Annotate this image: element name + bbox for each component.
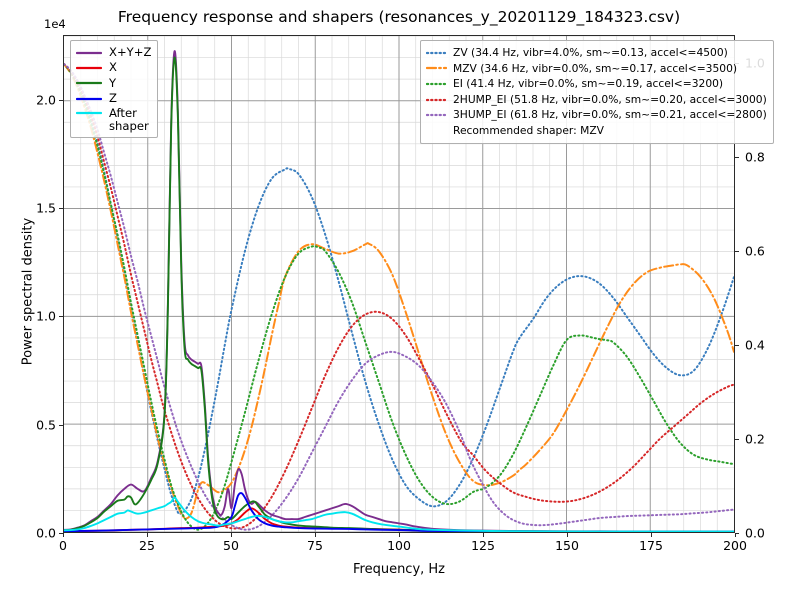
x-tick-label: 125	[471, 538, 495, 553]
data-curves	[64, 50, 734, 532]
x-tick-label: 150	[555, 538, 579, 553]
chart-title: Frequency response and shapers (resonanc…	[117, 8, 681, 26]
y-right-tick-label: 0.6	[745, 243, 765, 259]
legend-item-zv: ZV (34.4 Hz, vibr=4.0%, sm~=0.13, accel<…	[426, 45, 767, 61]
x-tick-mark	[63, 533, 64, 537]
legend-line-swatch	[426, 47, 447, 59]
legend-line-swatch	[426, 62, 447, 74]
x-tick-label: 100	[387, 538, 411, 553]
y-right-tick-mark	[735, 157, 739, 159]
legend-line-swatch	[426, 109, 447, 121]
legend-line-swatch	[76, 93, 102, 105]
recommended-shaper-note: Recommended shaper: MZV	[453, 124, 604, 138]
x-tick-mark	[567, 533, 568, 537]
x-tick-mark	[315, 533, 316, 537]
legend-item-x: X	[76, 60, 151, 75]
legend-line-swatch	[426, 94, 447, 106]
y-axis-offset-label: 1e4	[44, 17, 66, 31]
y-left-tick-mark	[59, 316, 63, 318]
x-tick-label: 75	[307, 538, 323, 553]
x-tick-mark	[483, 533, 484, 537]
x-axis-label: Frequency, Hz	[352, 562, 446, 577]
legend-line-swatch	[76, 62, 102, 74]
legend-line-swatch	[76, 47, 102, 59]
legend-item-mzv: MZV (34.6 Hz, vibr=0.0%, sm~=0.17, accel…	[426, 61, 767, 77]
legend-label: 3HUMP_EI (61.8 Hz, vibr=0.0%, sm~=0.21, …	[453, 108, 767, 122]
legend-line-swatch	[76, 77, 102, 89]
y-right-tick-mark	[735, 345, 739, 347]
y-left-tick-label: 0.0	[36, 525, 56, 541]
legend-label: After shaper	[109, 105, 149, 133]
y-left-tick-mark	[59, 424, 63, 426]
x-tick-mark	[231, 533, 232, 537]
grid-lines	[64, 36, 734, 532]
legend-label: Y	[109, 75, 117, 90]
y-right-tick-label: 0.2	[745, 431, 765, 447]
legend-label: 2HUMP_EI (51.8 Hz, vibr=0.0%, sm~=0.20, …	[453, 92, 767, 106]
x-tick-label: 175	[639, 538, 663, 553]
y-left-tick-label: 2.0	[36, 92, 56, 108]
legend-label: ZV (34.4 Hz, vibr=4.0%, sm~=0.13, accel<…	[453, 46, 728, 60]
legend-axes[interactable]: X+Y+Z X Y Z After shaper	[70, 40, 159, 139]
legend-item-xyz: X+Y+Z	[76, 45, 151, 60]
legend-item-3hump_ei: 3HUMP_EI (61.8 Hz, vibr=0.0%, sm~=0.21, …	[426, 107, 767, 123]
y-axis-left-label: Power spectral density	[20, 217, 36, 366]
x-tick-mark	[147, 533, 148, 537]
y-right-tick-label: 0.4	[745, 337, 765, 353]
legend-label: X+Y+Z	[109, 44, 152, 59]
y-left-tick-label: 0.5	[36, 417, 56, 433]
x-tick-label: 25	[139, 538, 155, 553]
legend-label: MZV (34.6 Hz, vibr=0.0%, sm~=0.17, accel…	[453, 61, 738, 75]
legend-label: Z	[109, 91, 117, 106]
x-tick-label: 0	[59, 538, 67, 553]
legend-line-swatch	[426, 78, 447, 90]
legend-label: X	[109, 60, 117, 75]
y-right-tick-mark	[735, 251, 739, 253]
x-tick-mark	[399, 533, 400, 537]
legend-item-z: Z	[76, 91, 151, 106]
y-right-tick-mark	[735, 533, 739, 534]
legend-item-y: Y	[76, 76, 151, 91]
legend-item-2hump_ei: 2HUMP_EI (51.8 Hz, vibr=0.0%, sm~=0.20, …	[426, 92, 767, 108]
legend-item-aftershaper: After shaper	[76, 105, 151, 134]
y-right-tick-label: 0.8	[745, 149, 765, 165]
y-left-tick-mark	[59, 208, 63, 210]
y-right-tick-mark	[735, 439, 739, 441]
y-left-tick-label: 1.5	[36, 200, 56, 216]
y-right-tick-label: 0.0	[745, 525, 765, 541]
x-tick-mark	[735, 533, 736, 537]
x-tick-label: 50	[223, 538, 239, 553]
legend-label: EI (41.4 Hz, vibr=0.0%, sm~=0.19, accel<…	[453, 77, 724, 91]
x-tick-label: 200	[723, 538, 747, 553]
x-tick-mark	[651, 533, 652, 537]
legend-line-swatch	[76, 107, 102, 119]
legend-item-ei: EI (41.4 Hz, vibr=0.0%, sm~=0.19, accel<…	[426, 76, 767, 92]
y-left-tick-label: 1.0	[36, 308, 56, 324]
y-left-tick-mark	[59, 533, 63, 534]
legend-shapers[interactable]: ZV (34.4 Hz, vibr=4.0%, sm~=0.13, accel<…	[420, 40, 774, 144]
y-left-tick-mark	[59, 99, 63, 101]
